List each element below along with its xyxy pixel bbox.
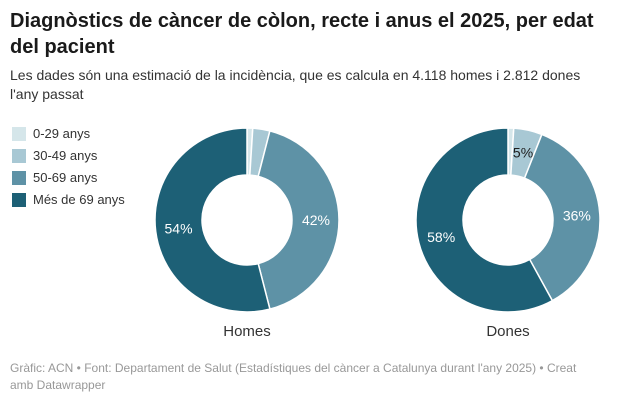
- donut-slice-50-69-anys: [257, 130, 340, 310]
- slice-value-label: 42%: [302, 212, 330, 228]
- legend-item-0-29: 0-29 anys: [12, 127, 125, 141]
- legend-swatch-50-69: [12, 171, 26, 185]
- chart-legend: 0-29 anys 30-49 anys 50-69 anys Més de 6…: [12, 127, 125, 215]
- category-label-dones: Dones: [486, 323, 530, 340]
- donut-chart-homes: 42% 54%: [154, 127, 340, 313]
- legend-label: 50-69 anys: [33, 170, 98, 185]
- slice-value-label: 36%: [563, 208, 591, 224]
- donut-slice-més-de-69-anys: [154, 127, 271, 313]
- legend-swatch-30-49: [12, 149, 26, 163]
- legend-item-30-49: 30-49 anys: [12, 149, 125, 163]
- donut-slice-50-69-anys: [523, 133, 601, 302]
- legend-item-mes-de-69: Més de 69 anys: [12, 193, 125, 207]
- legend-label: 30-49 anys: [33, 148, 98, 163]
- category-label-homes: Homes: [223, 323, 271, 340]
- slice-value-label: 58%: [427, 229, 455, 245]
- slice-value-label: 5%: [513, 145, 533, 161]
- chart-subtitle: Les dades són una estimació de la incidè…: [10, 67, 581, 102]
- legend-swatch-mes-de-69: [12, 193, 26, 207]
- slice-value-label: 54%: [165, 221, 193, 237]
- legend-label: 0-29 anys: [33, 126, 91, 141]
- legend-label: Més de 69 anys: [33, 192, 125, 207]
- donut-slice-més-de-69-anys: [415, 127, 554, 313]
- chart-title: Diagnòstics de càncer de còlon, recte i …: [10, 10, 594, 58]
- donut-chart-dones: 5% 36% 58%: [415, 127, 601, 313]
- attribution-footer: Gràfic: ACN • Font: Departament de Salut…: [10, 361, 577, 392]
- legend-item-50-69: 50-69 anys: [12, 171, 125, 185]
- legend-swatch-0-29: [12, 127, 26, 141]
